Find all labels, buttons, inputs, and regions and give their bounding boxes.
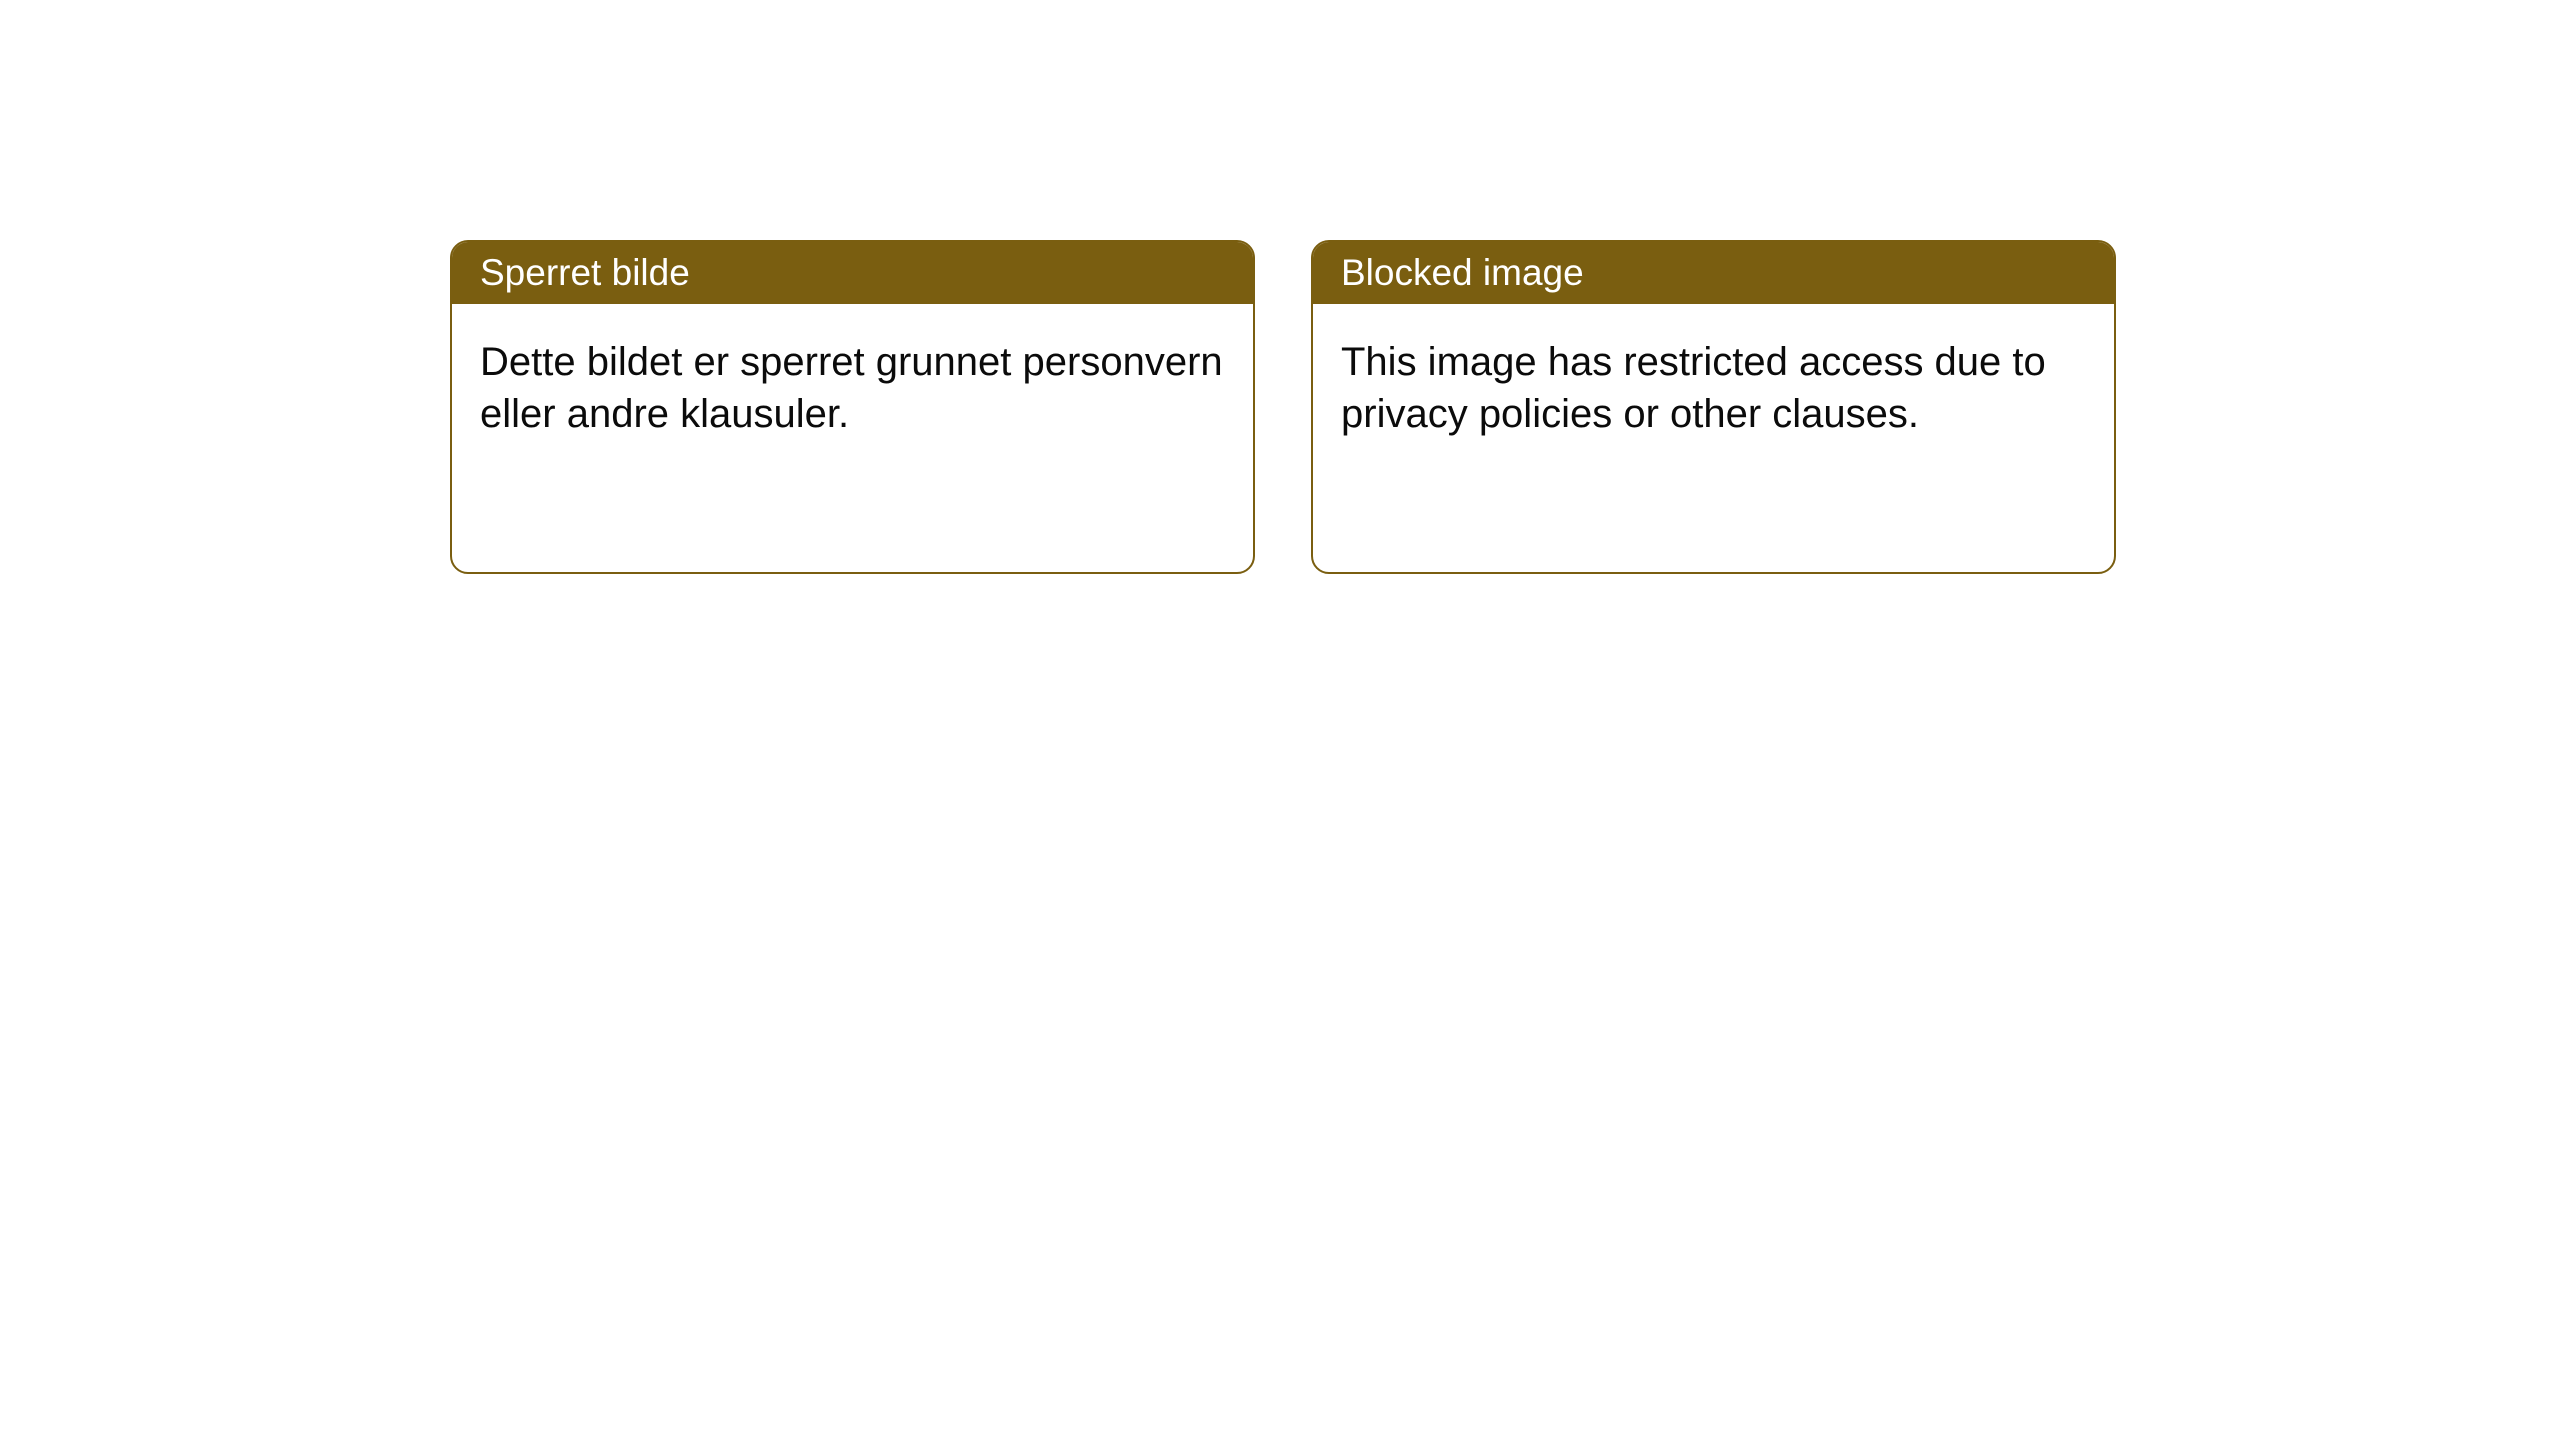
notice-body-en: This image has restricted access due to …	[1313, 304, 2114, 472]
notice-title-no: Sperret bilde	[452, 242, 1253, 304]
notice-card-no: Sperret bilde Dette bildet er sperret gr…	[450, 240, 1255, 574]
notice-title-en: Blocked image	[1313, 242, 2114, 304]
notice-body-no: Dette bildet er sperret grunnet personve…	[452, 304, 1253, 472]
notice-card-en: Blocked image This image has restricted …	[1311, 240, 2116, 574]
notice-pair-container: Sperret bilde Dette bildet er sperret gr…	[0, 0, 2560, 574]
